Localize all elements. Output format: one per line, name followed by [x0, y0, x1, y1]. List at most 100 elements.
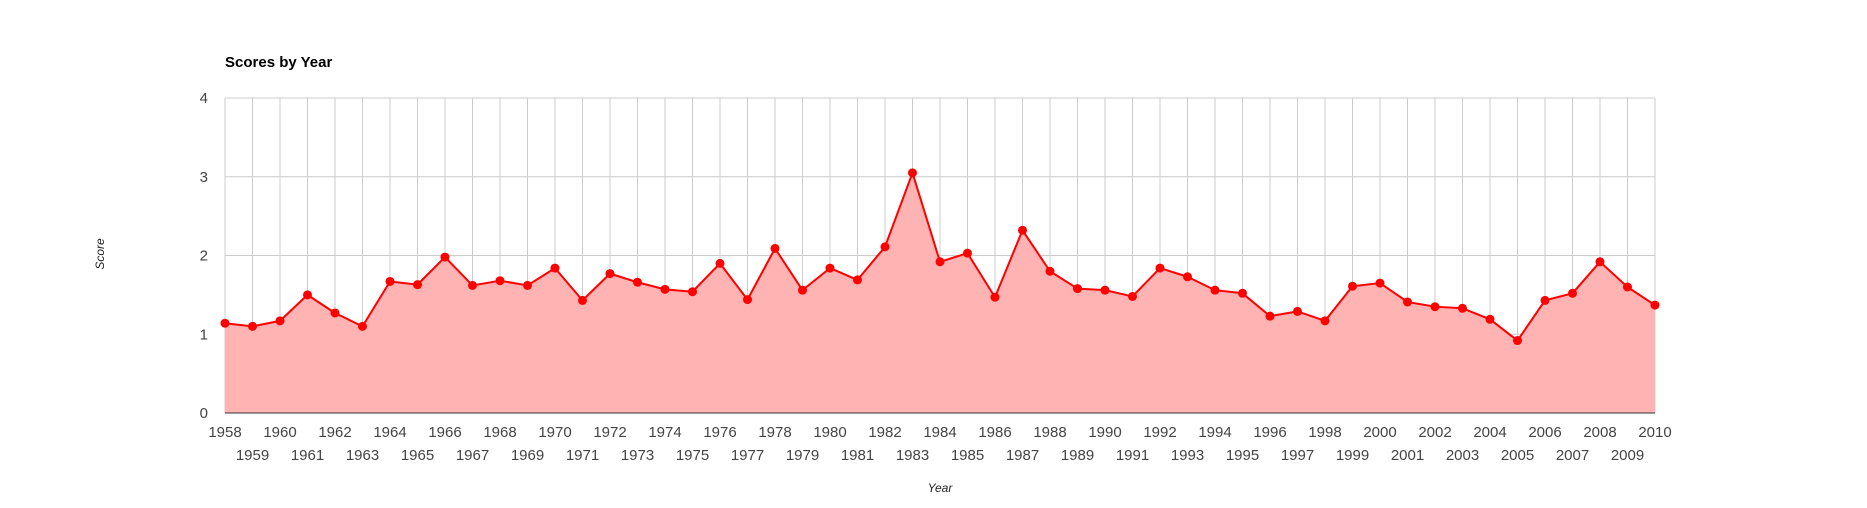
- data-point: [550, 263, 560, 273]
- x-tick-label: 1982: [868, 424, 901, 441]
- chart-title: Scores by Year: [225, 54, 332, 71]
- x-tick-label: 1959: [236, 447, 269, 464]
- data-point: [275, 316, 285, 326]
- data-point: [743, 295, 752, 305]
- data-point: [715, 258, 725, 268]
- data-point: [908, 168, 917, 178]
- data-point: [963, 248, 972, 258]
- data-point: [220, 318, 230, 328]
- data-point: [825, 263, 835, 273]
- x-tick-label: 1961: [291, 447, 324, 464]
- data-point: [385, 276, 395, 286]
- data-point: [468, 280, 477, 290]
- x-tick-label: 1984: [923, 424, 956, 441]
- data-point: [1128, 291, 1137, 301]
- x-tick-label: 1958: [208, 424, 241, 441]
- data-point: [1073, 284, 1082, 294]
- data-point: [1183, 272, 1192, 282]
- data-point: [770, 243, 780, 253]
- x-tick-label: 2000: [1363, 424, 1396, 441]
- data-point: [1100, 285, 1110, 295]
- data-points: [220, 168, 1660, 346]
- data-point: [1595, 257, 1605, 267]
- data-point: [495, 276, 505, 286]
- x-tick-label: 1969: [511, 447, 544, 464]
- x-tick-label: 1989: [1061, 447, 1094, 464]
- data-point: [1430, 302, 1440, 312]
- x-tick-label: 1971: [566, 447, 599, 464]
- x-tick-label: 2010: [1638, 424, 1671, 441]
- x-tick-label: 1972: [593, 424, 626, 441]
- data-point: [798, 285, 807, 295]
- data-point: [1210, 285, 1220, 295]
- x-tick-label: 1970: [538, 424, 571, 441]
- data-point: [1623, 282, 1632, 292]
- data-point: [1540, 295, 1550, 305]
- area-fill: [225, 172, 1655, 413]
- data-point: [1018, 225, 1027, 235]
- y-tick-label: 0: [200, 405, 208, 422]
- data-point: [578, 295, 587, 305]
- data-point: [688, 287, 697, 297]
- x-tick-label: 2003: [1446, 447, 1479, 464]
- data-point: [605, 269, 615, 279]
- x-tick-label: 1983: [896, 447, 929, 464]
- x-tick-label: 1985: [951, 447, 984, 464]
- data-point: [303, 290, 312, 300]
- data-point: [880, 242, 890, 252]
- x-tick-label: 2009: [1611, 447, 1644, 464]
- x-tick-label: 1993: [1171, 447, 1204, 464]
- x-tick-label: 1974: [648, 424, 681, 441]
- data-point: [853, 275, 862, 285]
- data-point: [990, 292, 1000, 302]
- data-point: [440, 252, 450, 262]
- data-point: [1375, 278, 1385, 288]
- data-point: [1650, 300, 1660, 310]
- data-point: [1458, 303, 1467, 313]
- x-tick-label: 1987: [1006, 447, 1039, 464]
- x-tick-label: 2008: [1583, 424, 1616, 441]
- y-axis-title: Score: [93, 238, 107, 270]
- x-tick-label: 2001: [1391, 447, 1424, 464]
- data-point: [1265, 311, 1275, 321]
- data-point: [523, 280, 532, 290]
- data-point: [1238, 288, 1247, 298]
- data-point: [1293, 306, 1302, 316]
- x-tick-label: 1966: [428, 424, 461, 441]
- x-tick-label: 1996: [1253, 424, 1286, 441]
- x-tick-label: 1968: [483, 424, 516, 441]
- x-tick-label: 2004: [1473, 424, 1506, 441]
- data-point: [633, 277, 642, 287]
- data-point: [1513, 336, 1522, 346]
- x-tick-label: 1991: [1116, 447, 1149, 464]
- data-point: [660, 284, 670, 294]
- x-tick-label: 1999: [1336, 447, 1369, 464]
- x-tick-labels: 1958 1959 1960 1961 1962 1963 1964 1965 1966 1967…: [208, 424, 1671, 464]
- data-point: [1348, 281, 1357, 291]
- data-point: [248, 321, 257, 331]
- x-tick-label: 1981: [841, 447, 874, 464]
- x-tick-label: 1990: [1088, 424, 1121, 441]
- x-tick-label: 1973: [621, 447, 654, 464]
- x-tick-label: 1964: [373, 424, 406, 441]
- x-tick-label: 1976: [703, 424, 736, 441]
- x-tick-label: 1963: [346, 447, 379, 464]
- data-point: [330, 308, 340, 318]
- x-tick-label: 2005: [1501, 447, 1534, 464]
- x-tick-label: 1978: [758, 424, 791, 441]
- x-tick-label: 1979: [786, 447, 819, 464]
- x-tick-label: 1975: [676, 447, 709, 464]
- x-tick-label: 1992: [1143, 424, 1176, 441]
- data-point: [358, 321, 367, 331]
- x-tick-label: 2006: [1528, 424, 1561, 441]
- x-tick-label: 1998: [1308, 424, 1341, 441]
- data-point: [1403, 297, 1412, 307]
- y-tick-label: 1: [200, 326, 208, 343]
- x-tick-label: 2002: [1418, 424, 1451, 441]
- x-tick-label: 1962: [318, 424, 351, 441]
- x-tick-label: 1988: [1033, 424, 1066, 441]
- x-tick-label: 1960: [263, 424, 296, 441]
- x-tick-label: 1965: [401, 447, 434, 464]
- data-point: [1320, 316, 1330, 326]
